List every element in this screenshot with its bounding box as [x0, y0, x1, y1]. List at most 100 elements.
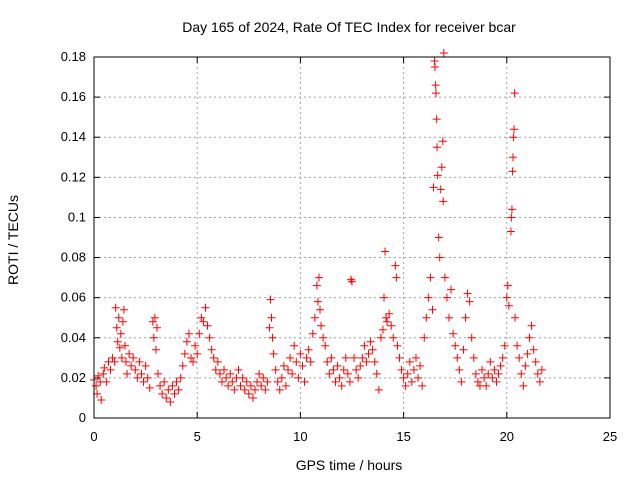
data-point: [405, 357, 414, 366]
data-point: [158, 389, 167, 398]
data-point: [176, 373, 185, 382]
y-tick-label: 0.08: [61, 250, 86, 265]
data-point: [118, 317, 127, 326]
data-point: [350, 353, 359, 362]
x-tick-label: 15: [396, 429, 410, 444]
data-point: [284, 365, 293, 374]
data-point: [304, 345, 313, 354]
data-point: [199, 317, 208, 326]
data-point: [314, 273, 323, 282]
data-point: [510, 125, 519, 134]
data-point: [129, 353, 138, 362]
data-point: [465, 297, 474, 306]
data-point: [515, 353, 524, 362]
data-point: [266, 295, 275, 304]
data-point: [428, 305, 437, 314]
data-point: [502, 293, 511, 302]
data-point: [277, 373, 286, 382]
data-point: [437, 163, 446, 172]
data-point: [430, 63, 439, 72]
data-point: [511, 313, 520, 322]
data-point: [187, 353, 196, 362]
data-point: [389, 333, 398, 342]
data-point: [409, 365, 418, 374]
data-point: [391, 261, 400, 270]
y-tick-label: 0.16: [61, 89, 86, 104]
data-point: [143, 373, 152, 382]
data-point: [123, 369, 132, 378]
chart-title: Day 165 of 2024, Rate Of TEC Index for r…: [182, 19, 516, 35]
data-point: [392, 273, 401, 282]
data-point: [201, 303, 210, 312]
data-point: [480, 373, 489, 382]
data-point: [473, 377, 482, 386]
data-point: [152, 323, 161, 332]
data-point: [429, 183, 438, 192]
y-tick-label: 0.12: [61, 169, 86, 184]
data-point: [323, 357, 332, 366]
data-point: [203, 321, 212, 330]
data-point: [137, 369, 146, 378]
data-point: [385, 309, 394, 318]
data-point: [162, 393, 171, 402]
data-point: [486, 357, 495, 366]
data-point: [244, 389, 253, 398]
x-tick-label: 25: [603, 429, 617, 444]
data-point: [224, 381, 233, 390]
data-point: [149, 333, 158, 342]
data-point: [457, 377, 466, 386]
data-point: [290, 341, 299, 350]
data-point: [145, 383, 154, 392]
data-point: [288, 369, 297, 378]
data-point: [496, 361, 505, 370]
data-point: [459, 345, 468, 354]
data-point: [370, 357, 379, 366]
data-point: [255, 369, 264, 378]
data-point: [261, 385, 270, 394]
data-point: [110, 357, 119, 366]
data-point: [523, 349, 532, 358]
y-tick-label: 0.06: [61, 290, 86, 305]
data-point: [345, 377, 354, 386]
data-point: [240, 385, 249, 394]
data-point: [503, 281, 512, 290]
data-point: [151, 345, 160, 354]
data-point: [205, 333, 214, 342]
data-point: [168, 381, 177, 390]
data-point: [99, 369, 108, 378]
data-point: [182, 337, 191, 346]
data-point: [296, 349, 305, 358]
data-point: [281, 381, 290, 390]
data-point: [358, 353, 367, 362]
data-point: [471, 369, 480, 378]
data-point: [348, 277, 356, 286]
data-point: [92, 381, 101, 390]
data-point: [312, 281, 321, 290]
data-point: [113, 337, 122, 346]
data-point: [352, 365, 361, 374]
data-point: [490, 365, 499, 374]
data-point: [439, 197, 448, 206]
data-point: [362, 357, 371, 366]
data-point: [150, 313, 159, 322]
data-point: [453, 353, 462, 362]
data-point: [153, 369, 162, 378]
data-point: [382, 313, 391, 322]
data-point: [228, 377, 237, 386]
data-point: [360, 341, 369, 350]
data-point: [265, 323, 274, 332]
data-point: [191, 341, 200, 350]
data-point: [97, 395, 106, 404]
data-point: [439, 48, 448, 57]
data-point: [131, 365, 140, 374]
data-point: [321, 341, 330, 350]
data-point: [414, 373, 423, 382]
data-points: [90, 48, 546, 406]
data-point: [354, 373, 363, 382]
data-point: [230, 385, 239, 394]
data-point: [519, 381, 528, 390]
data-point: [469, 353, 478, 362]
data-point: [211, 365, 220, 374]
data-point: [527, 321, 536, 330]
